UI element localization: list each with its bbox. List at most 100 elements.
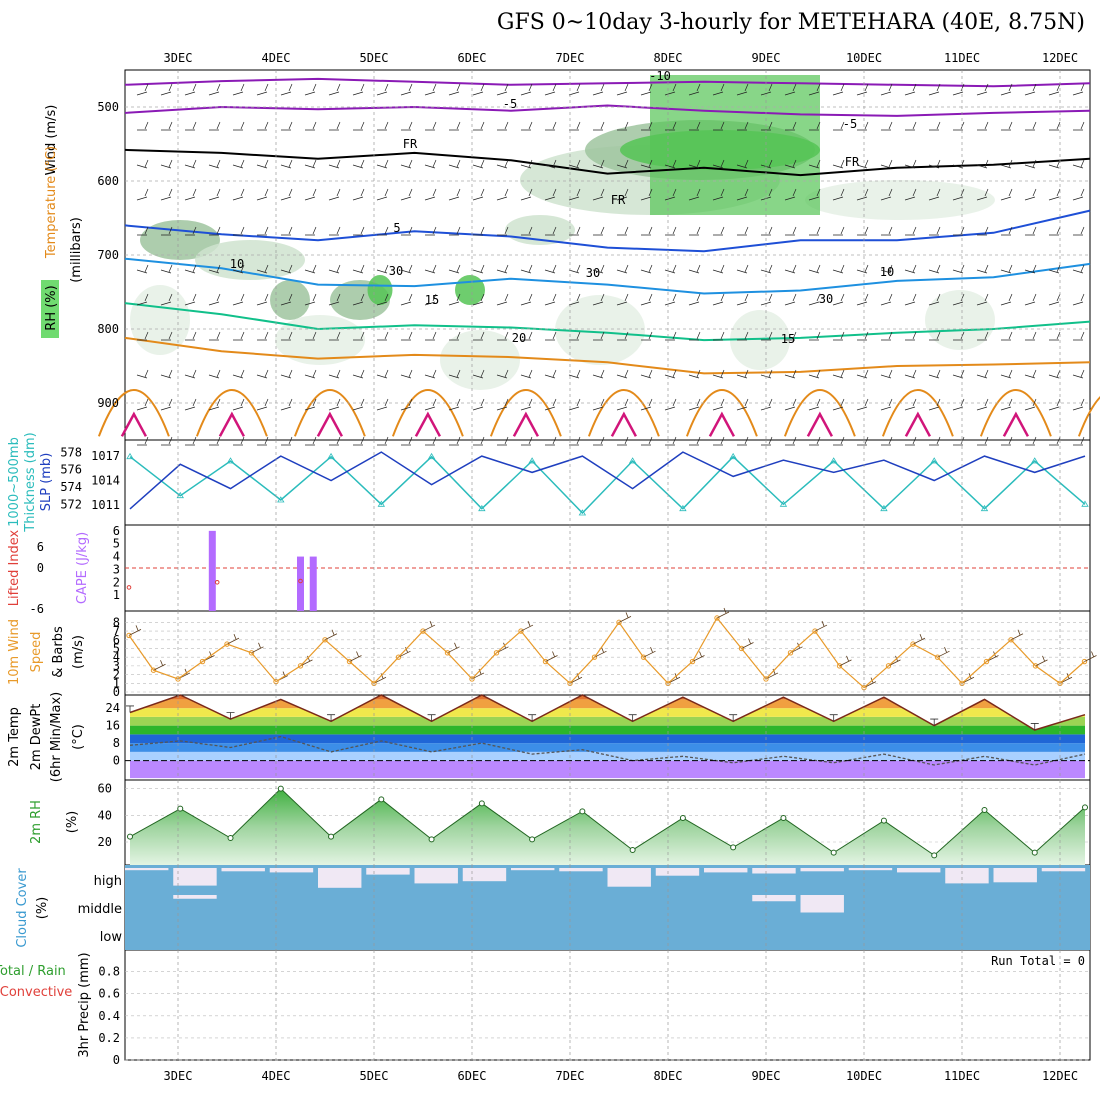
upper-wind-barb [736,369,749,379]
wind-speed-point [150,667,157,673]
wind-tick-label: 2 [113,668,120,682]
upper-wind-barb [833,331,845,341]
upper-wind-barb [832,264,845,274]
upper-wind-barb [185,436,197,446]
upper-wind-barb [976,188,989,201]
rh-point [428,836,435,843]
cloud-high-bar [173,868,217,886]
upper-wind-barb [376,293,389,306]
rh-shading-region [925,290,995,350]
isotherm-line [124,257,1091,295]
upper-wind-barb [352,159,365,169]
upper-wind-barb [160,188,173,201]
upper-wind-barb [473,331,485,341]
rh-shading-region [130,285,190,355]
wind-barb [545,651,558,662]
upper-wind-barb [401,121,413,131]
upper-wind-barb [329,226,341,236]
rh-shading-region [367,275,393,305]
upper-wind-barb [185,331,197,341]
upper-wind-barb [568,188,581,201]
wind-tick-label: 6 [113,633,120,647]
upper-wind-barb [640,398,653,411]
upper-wind-barb [473,436,485,446]
upper-wind-barb [137,331,149,341]
upper-wind-barb [809,436,821,446]
upper-wind-barb [496,369,509,379]
upper-wind-barb [905,226,917,236]
upper-wind-barb [544,369,557,379]
upper-wind-barb [544,293,557,306]
upper-wind-barb [184,188,197,201]
lifted-index-tick-label: -6 [30,602,44,616]
upper-wind-barb [136,159,149,169]
rh-point [378,796,385,803]
upper-wind-barb [760,369,773,379]
upper-wind-barb [881,436,893,446]
upper-wind-barb [641,226,653,236]
upper-wind-barb [136,398,149,411]
upper-wind-barb [233,436,245,446]
upper-wind-barb [304,398,317,411]
slp-tick-label: 1014 [91,474,120,488]
upper-wind-barb [856,83,869,96]
thickness-line-point [829,457,838,464]
upper-wind-barb [1048,293,1061,306]
upper-wind-barb [257,121,269,131]
upper-wind-barb [328,398,341,411]
upper-wind-barb [592,188,605,201]
cape-bar [309,556,317,611]
upper-wind-barb [1072,369,1085,379]
upper-wind-barb [280,188,293,201]
upper-wind-barb [664,159,677,169]
upper-wind-barb [304,159,317,169]
upper-wind-barb [617,331,629,341]
upper-wind-barb [784,293,797,306]
upper-wind-barb [568,83,581,96]
isotherm-line [124,104,1091,117]
isotherm-line [124,336,1091,375]
upper-wind-barb [592,398,605,411]
upper-wind-barb [832,188,845,201]
upper-wind-barb [736,159,749,169]
upper-wind-barb [137,226,149,236]
upper-wind-barb [688,293,701,306]
upper-wind-barb [904,83,917,96]
rh-point [277,785,284,792]
upper-wind-barb [1049,331,1061,341]
upper-wind-barb [665,226,677,236]
upper-wind-barb [857,121,869,131]
lifted-index-tick-label: 0 [37,561,44,575]
upper-wind-barb [760,398,773,411]
upper-wind-barb [424,398,437,411]
upper-wind-barb [328,369,341,379]
upper-wind-barb [616,398,629,411]
upper-wind-barb [784,398,797,411]
upper-wind-barb [376,83,389,96]
upper-wind-barb [304,83,317,96]
wind-barb [814,620,828,632]
temp-band [130,725,1085,735]
upper-wind-barb [329,121,341,131]
upper-wind-barb [929,331,941,341]
precip-convective-label: Convective [0,985,72,1000]
upper-wind-barb [545,436,557,446]
wind-speed-point [1081,658,1088,665]
upper-wind-barb [209,331,221,341]
upper-wind-barb [472,293,485,306]
upper-wind-barb [137,436,149,446]
upper-wind-barb [280,83,293,96]
upper-wind-barb [1024,398,1037,411]
temp-tick-label: 8 [113,736,120,750]
upper-wind-barb [256,188,269,201]
rh-tick-label: 60 [98,782,112,796]
pressure-tick-label: 600 [97,174,119,188]
upper-wind-barb [736,293,749,306]
upper-wind-barb [1000,293,1013,306]
upper-wind-barb [520,398,533,411]
wind-speed-point [714,615,720,621]
upper-wind-barb [521,436,533,446]
wind-barb [569,673,583,684]
temp-band [130,743,1085,752]
chart-title: GFS 0~10day 3-hourly for METEHARA (40E, … [496,10,1085,35]
